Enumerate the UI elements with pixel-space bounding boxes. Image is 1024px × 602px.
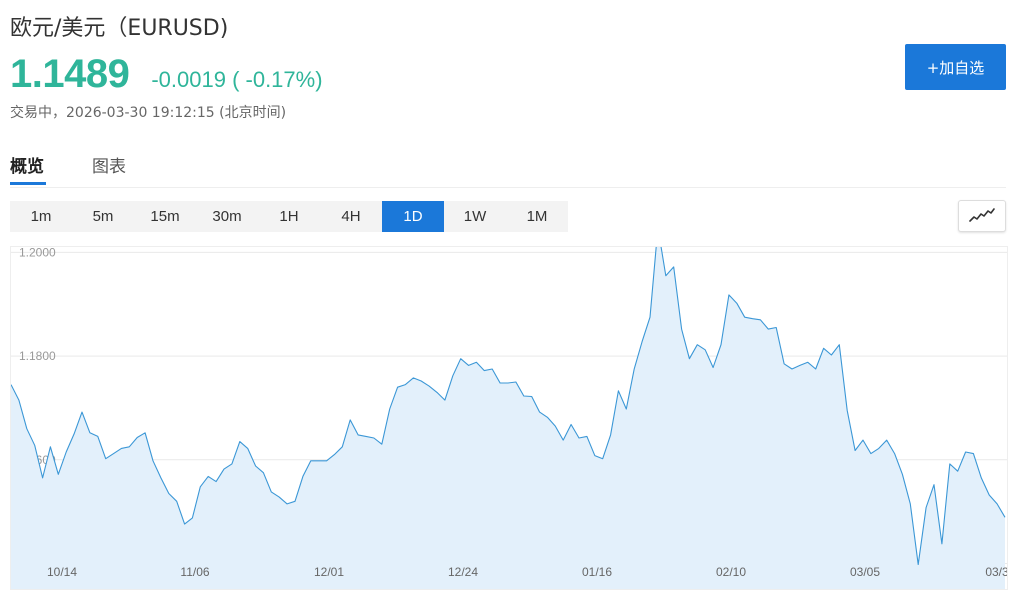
x-tick-label: 12/24 [448, 565, 478, 579]
range-button-30m[interactable]: 30m [212, 208, 242, 225]
tab-chart[interactable]: 图表 [92, 157, 126, 177]
x-tick-label: 02/10 [716, 565, 746, 579]
price-chart[interactable]: 1.14001.16001.18001.200010/1411/0612/011… [10, 246, 1008, 590]
range-button-4h[interactable]: 4H [341, 208, 361, 225]
quote-row: 1.1489 -0.0019 ( -0.17%) [10, 52, 323, 97]
chart-canvas: 1.14001.16001.18001.200010/1411/0612/011… [11, 247, 1008, 589]
x-tick-label: 03/05 [850, 565, 880, 579]
chart-type-button[interactable] [958, 200, 1006, 232]
x-tick-label: 10/14 [47, 565, 77, 579]
range-button-1w[interactable]: 1W [463, 208, 487, 225]
x-tick-label: 12/01 [314, 565, 344, 579]
y-tick-label: 1.1800 [19, 349, 56, 363]
line-chart-icon [969, 208, 995, 222]
price-change: -0.0019 ( -0.17%) [151, 67, 323, 92]
range-button-1h[interactable]: 1H [279, 208, 299, 225]
range-selector: 1m 5m 15m 30m 1H 4H 1D 1W 1M [10, 201, 568, 232]
active-tab-indicator [10, 182, 46, 185]
price-line [11, 247, 1006, 566]
y-tick-label: 1.2000 [19, 247, 56, 259]
range-button-1m[interactable]: 1m [30, 208, 52, 225]
last-price: 1.1489 [10, 52, 130, 96]
add-watchlist-button[interactable]: +加自选 [905, 44, 1006, 90]
range-button-1d[interactable]: 1D [382, 201, 444, 232]
range-button-15m[interactable]: 15m [150, 208, 180, 225]
x-tick-label: 03/3 [985, 565, 1008, 579]
tab-bar: 概览 图表 [10, 148, 1006, 188]
x-tick-label: 01/16 [582, 565, 612, 579]
instrument-title: 欧元/美元（EURUSD) [10, 16, 229, 41]
x-tick-label: 11/06 [180, 565, 209, 579]
range-button-1mo[interactable]: 1M [526, 208, 548, 225]
tab-overview[interactable]: 概览 [10, 157, 44, 177]
range-button-5m[interactable]: 5m [92, 208, 114, 225]
price-area [11, 247, 1005, 589]
trading-status: 交易中，2026-03-30 19:12:15 (北京时间) [10, 105, 287, 121]
